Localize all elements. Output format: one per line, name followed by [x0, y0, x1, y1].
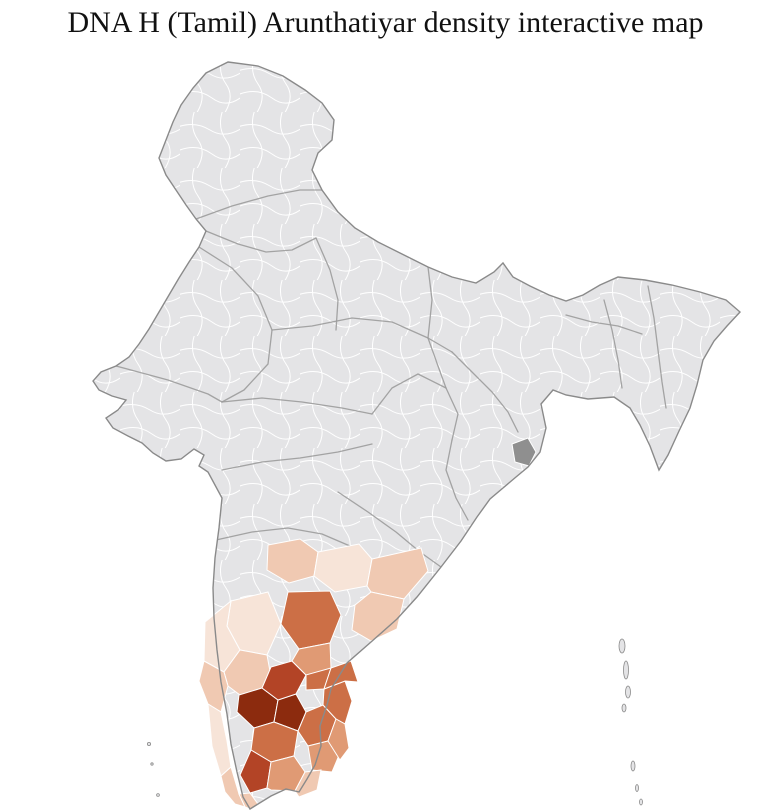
state-border-line [271, 317, 453, 353]
island[interactable] [150, 762, 154, 766]
island[interactable] [639, 798, 643, 806]
state-border-line [647, 285, 667, 409]
state-border-line [315, 237, 339, 331]
islands [146, 638, 643, 806]
state-border-line [451, 351, 519, 433]
district-shape[interactable] [307, 740, 341, 773]
island[interactable] [635, 784, 639, 792]
state-border-line [115, 365, 223, 403]
district-shape[interactable] [239, 749, 272, 794]
island[interactable] [630, 760, 636, 772]
state-border-line [337, 491, 442, 568]
district-mesh [93, 62, 740, 809]
state-border-line [565, 314, 643, 335]
island[interactable] [156, 793, 160, 797]
state-border-line [445, 439, 469, 521]
state-border-line [427, 337, 447, 389]
state-border-line [205, 230, 317, 253]
state-border-line [215, 527, 351, 547]
state-border-line [221, 443, 373, 471]
district-shape[interactable] [294, 769, 322, 798]
density-districts [198, 538, 429, 810]
state-borders [115, 189, 667, 568]
island[interactable] [621, 703, 627, 713]
state-border-line [195, 189, 323, 220]
district-shape-dark[interactable] [511, 437, 537, 467]
district-shape[interactable] [351, 591, 405, 642]
island[interactable] [625, 685, 631, 699]
state-border-line [427, 266, 433, 339]
island[interactable] [618, 638, 626, 654]
state-border-line [603, 299, 623, 389]
page-title: DNA H (Tamil) Arunthatiyar density inter… [67, 6, 704, 39]
state-border-line [221, 397, 373, 415]
island[interactable] [623, 660, 629, 680]
state-border-line [371, 373, 459, 441]
island[interactable] [146, 742, 151, 747]
district-shape[interactable] [327, 718, 350, 761]
district-shape[interactable] [291, 642, 332, 676]
